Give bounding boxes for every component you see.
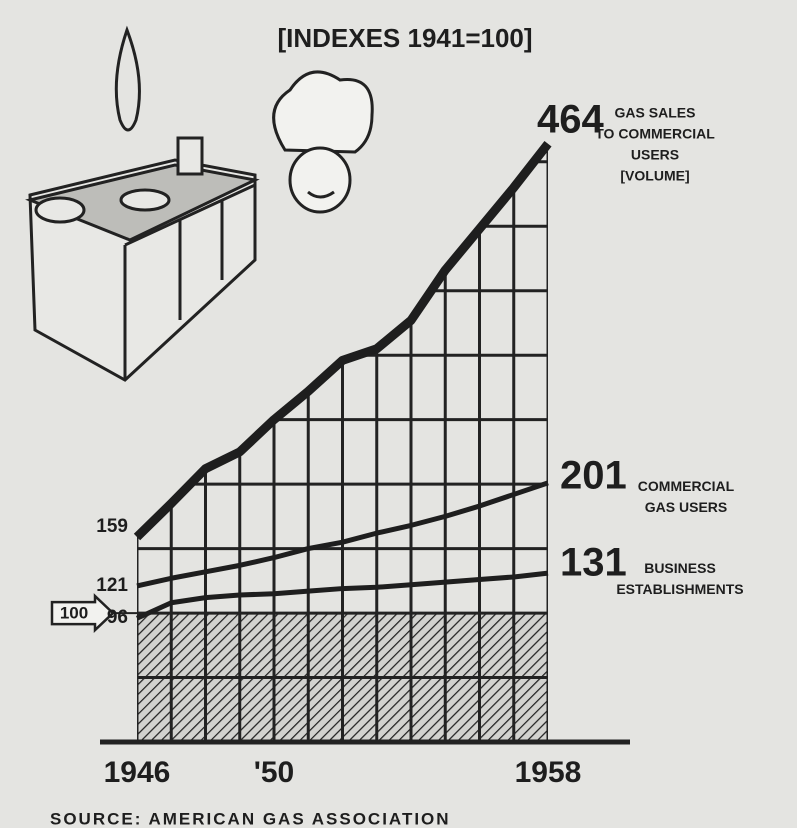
end-value-label: 131 xyxy=(560,541,627,585)
chef-illustration xyxy=(274,72,373,212)
stove-illustration xyxy=(30,30,255,380)
source: SOURCE: AMERICAN GAS ASSOCIATION xyxy=(50,809,451,828)
x-tick-label: 1946 xyxy=(104,756,171,789)
series-note: [VOLUME] xyxy=(620,167,689,183)
chart: [INDEXES 1941=100] SOURCE: AMERICAN GAS … xyxy=(0,0,797,828)
start-value-label: 159 xyxy=(96,516,128,537)
x-tick-label: 1958 xyxy=(515,756,582,789)
start-value-label: 96 xyxy=(107,607,128,628)
x-tick-label: '50 xyxy=(254,756,295,789)
chart-title: [INDEXES 1941=100] xyxy=(277,23,532,53)
end-value-label: 201 xyxy=(560,453,627,497)
page: {"chart_data": {"type": "line", "title":… xyxy=(0,0,797,828)
start-value-label: 121 xyxy=(96,575,128,596)
reference-label: 100 xyxy=(60,604,88,623)
